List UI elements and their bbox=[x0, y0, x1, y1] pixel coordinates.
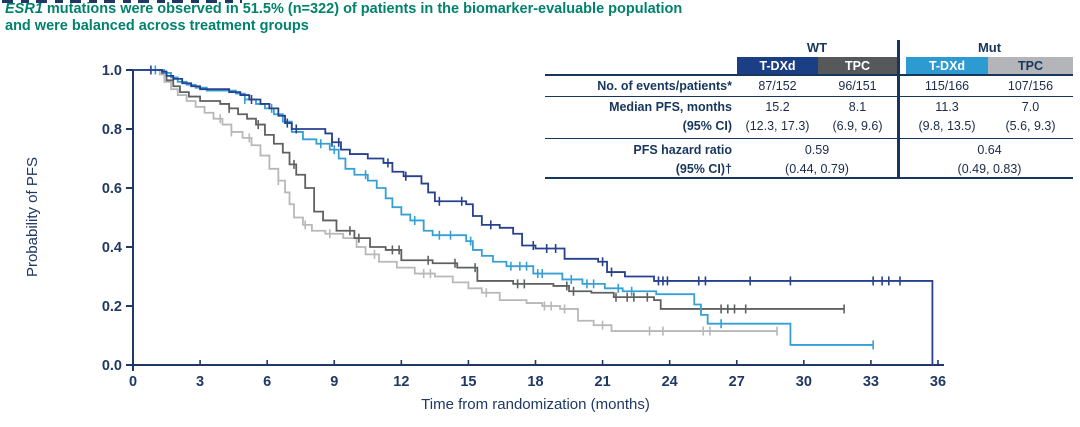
axes: 0.00.20.40.60.81.00 3 6 9 12 15 18 21 24 27 30 33 36… bbox=[24, 63, 946, 413]
title-line2: and were balanced across treatment group… bbox=[5, 18, 309, 34]
y-tick-label: 0.2 bbox=[102, 299, 122, 315]
x-tick-label: 33 bbox=[863, 374, 879, 390]
km-step-line bbox=[133, 69, 845, 310]
events-mut-tpc: 107/156 bbox=[1007, 79, 1054, 93]
median-pfs-row: Median PFS, months (95% CI) 15.2 (12.3, … bbox=[545, 97, 1073, 139]
km-curve-mut-t-dxd bbox=[133, 65, 874, 350]
wt-mut-divider bbox=[897, 40, 900, 179]
col-header-mut-tpc: TPC bbox=[988, 57, 1073, 74]
km-curve-wt-tpc bbox=[133, 69, 845, 314]
km-curve-mut-tpc bbox=[133, 69, 778, 336]
y-tick-label: 1.0 bbox=[102, 63, 122, 79]
x-tick-label: 21 bbox=[595, 374, 611, 390]
median-mut-tdxd: 11.3 (9.8, 13.5) bbox=[918, 100, 976, 133]
hr-mut: 0.64 (0.49, 0.83) bbox=[957, 143, 1022, 176]
y-tick-label: 0.6 bbox=[102, 181, 122, 197]
events-mut-tdxd: 115/166 bbox=[924, 79, 970, 93]
page-title: ESR1 mutations were observed in 51.5% (n… bbox=[5, 1, 682, 35]
median-wt-tpc: 8.1 (6.9, 9.6) bbox=[832, 100, 883, 133]
col-header-mut-tdxd: T-DXd bbox=[906, 57, 988, 74]
x-tick-label: 9 bbox=[330, 374, 338, 390]
hr-wt: 0.59 (0.44, 0.79) bbox=[785, 143, 849, 176]
x-axis-title: Time from randomization (months) bbox=[421, 396, 650, 413]
gene-name: ESR1 bbox=[5, 1, 43, 17]
group-header-wt: WT bbox=[806, 40, 828, 55]
x-tick-label: 3 bbox=[196, 374, 204, 390]
title-line1-text: mutations were observed in 51.5% (n=322)… bbox=[42, 1, 683, 17]
cropped-heading-fragment bbox=[2, 0, 242, 3]
events-wt-tpc: 96/151 bbox=[838, 79, 877, 93]
hr-row-label: PFS hazard ratio (95% CI)† bbox=[633, 143, 732, 176]
title-line1: ESR1 mutations were observed in 51.5% (n… bbox=[5, 1, 682, 18]
col-header-wt-tpc: TPC bbox=[818, 57, 897, 74]
x-tick-label: 18 bbox=[527, 374, 543, 390]
y-tick-label: 0.0 bbox=[102, 358, 122, 374]
km-step-line bbox=[133, 69, 934, 365]
x-tick-label: 0 bbox=[129, 374, 137, 390]
x-tick-label: 30 bbox=[796, 374, 812, 390]
km-curve-wt-t-dxd bbox=[133, 65, 934, 365]
hazard-ratio-row: PFS hazard ratio (95% CI)† 0.59 (0.44, 0… bbox=[545, 139, 1073, 179]
group-header-mut: Mut bbox=[977, 40, 1002, 55]
median-mut-tpc: 7.0 (5.6, 9.3) bbox=[1005, 100, 1056, 133]
x-tick-label: 27 bbox=[729, 374, 745, 390]
km-step-line bbox=[133, 69, 777, 332]
group-header-row: WT Mut bbox=[545, 40, 1073, 57]
events-row-label: No. of events/patients* bbox=[597, 79, 732, 93]
median-wt-tdxd: 15.2 (12.3, 17.3) bbox=[745, 100, 810, 133]
events-wt-tdxd: 87/152 bbox=[758, 79, 797, 93]
col-header-wt-tdxd: T-DXd bbox=[737, 57, 818, 74]
x-tick-label: 24 bbox=[662, 374, 678, 390]
x-tick-label: 6 bbox=[263, 374, 271, 390]
y-axis-title: Probability of PFS bbox=[24, 157, 41, 277]
y-tick-label: 0.4 bbox=[102, 240, 122, 256]
column-header-row: T-DXd TPC T-DXd TPC bbox=[545, 57, 1073, 76]
x-tick-label: 12 bbox=[393, 374, 409, 390]
events-row: No. of events/patients* 87/152 96/151 11… bbox=[545, 76, 1073, 97]
median-row-label: Median PFS, months (95% CI) bbox=[609, 100, 732, 133]
results-table: WT Mut T-DXd TPC T-DXd TPC No. of events… bbox=[545, 40, 1073, 179]
x-tick-label: 36 bbox=[930, 374, 946, 390]
km-step-line bbox=[133, 69, 874, 346]
x-tick-label: 15 bbox=[460, 374, 476, 390]
y-tick-label: 0.8 bbox=[102, 122, 122, 138]
